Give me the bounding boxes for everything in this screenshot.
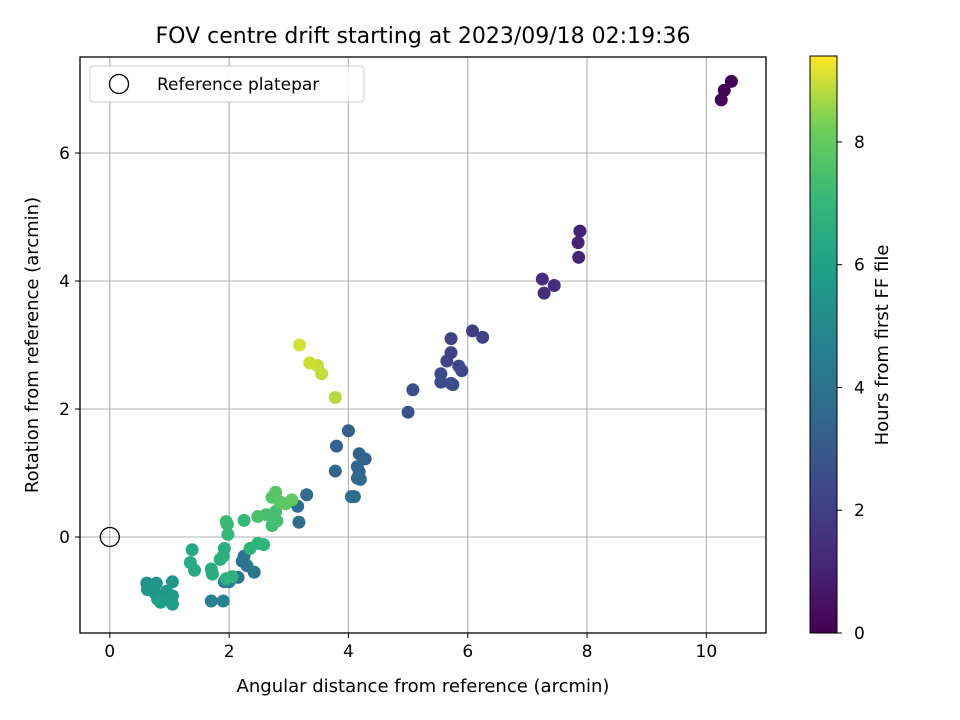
data-point-21 [401, 405, 415, 419]
plot-frame [79, 56, 767, 634]
y-tick-label-1: 2 [59, 400, 70, 420]
x-tick-label-2: 4 [343, 642, 354, 662]
data-point-5 [572, 250, 586, 264]
y-axis-ticks: 0 2 4 6 [59, 144, 80, 548]
data-point-33 [300, 488, 314, 502]
colorbar-tick-label-1: 2 [854, 501, 865, 521]
data-point-41 [204, 594, 218, 608]
data-point-54 [165, 597, 179, 611]
colorbar-tick-label-2: 4 [854, 378, 865, 398]
data-point-28 [328, 464, 342, 478]
data-point-10 [476, 330, 490, 344]
data-point-6 [535, 272, 549, 286]
y-tick-label-3: 6 [59, 144, 70, 164]
data-point-7 [547, 278, 561, 292]
data-point-86 [303, 356, 317, 370]
x-axis-label: Angular distance from reference (arcmin) [237, 676, 610, 697]
data-point-77 [251, 510, 265, 524]
colorbar-tick-label-4: 8 [854, 133, 865, 153]
data-point-4 [571, 236, 585, 250]
data-point-70 [221, 527, 235, 541]
data-point-20 [406, 383, 420, 397]
data-point-3 [573, 224, 587, 238]
data-point-87 [293, 338, 307, 352]
data-point-17 [434, 375, 448, 389]
legend-box [89, 65, 365, 103]
y-tick-label-0: 0 [59, 528, 70, 548]
data-point-15 [455, 364, 469, 378]
data-point-0 [724, 74, 738, 88]
data-point-83 [328, 390, 342, 404]
data-point-42 [216, 594, 230, 608]
data-point-82 [285, 493, 299, 507]
reference-point [99, 526, 120, 548]
y-tick-label-2: 4 [59, 272, 70, 292]
legend-label-reference: Reference platepar [157, 75, 319, 95]
data-point-63 [213, 552, 227, 566]
x-tick-label-0: 0 [104, 642, 115, 662]
data-point-13 [440, 354, 454, 368]
data-points [99, 74, 738, 611]
legend-marker-reference [108, 73, 130, 95]
data-point-22 [341, 424, 355, 438]
data-point-62 [217, 542, 231, 556]
data-point-47 [165, 575, 179, 589]
data-point-30 [353, 472, 367, 486]
data-point-11 [444, 332, 458, 346]
x-axis-ticks: 0 2 4 6 8 10 [104, 633, 717, 662]
colorbar-tick-label-3: 6 [854, 256, 865, 276]
data-point-19 [446, 378, 460, 392]
colorbar-tick-label-0: 0 [854, 624, 865, 644]
data-point-58 [188, 563, 202, 577]
data-point-68 [257, 538, 271, 552]
data-point-9 [466, 324, 480, 338]
data-point-72 [219, 515, 233, 529]
chart-title: FOV centre drift starting at 2023/09/18 … [156, 24, 691, 49]
x-tick-label-1: 2 [224, 642, 235, 662]
data-point-60 [205, 567, 219, 581]
data-point-23 [330, 439, 344, 453]
data-point-39 [247, 565, 261, 579]
data-point-55 [154, 595, 168, 609]
data-point-56 [185, 543, 199, 557]
data-point-74 [270, 514, 284, 528]
x-tick-label-3: 6 [462, 642, 473, 662]
data-point-35 [292, 515, 306, 529]
data-point-46 [149, 576, 163, 590]
x-tick-label-4: 8 [582, 642, 593, 662]
data-point-71 [237, 513, 251, 527]
colorbar-ticks: 0 2 4 6 8 [837, 133, 865, 644]
data-point-32 [347, 490, 361, 504]
data-point-2 [714, 93, 728, 107]
colorbar [809, 55, 838, 634]
colorbar-label: Hours from first FF file [872, 245, 893, 446]
x-tick-label-5: 10 [696, 642, 718, 662]
data-point-65 [225, 570, 239, 584]
legend: Reference platepar [89, 65, 365, 103]
grid [80, 57, 766, 633]
y-axis-label: Rotation from reference (arcmin) [22, 197, 43, 493]
data-point-8 [537, 286, 551, 300]
